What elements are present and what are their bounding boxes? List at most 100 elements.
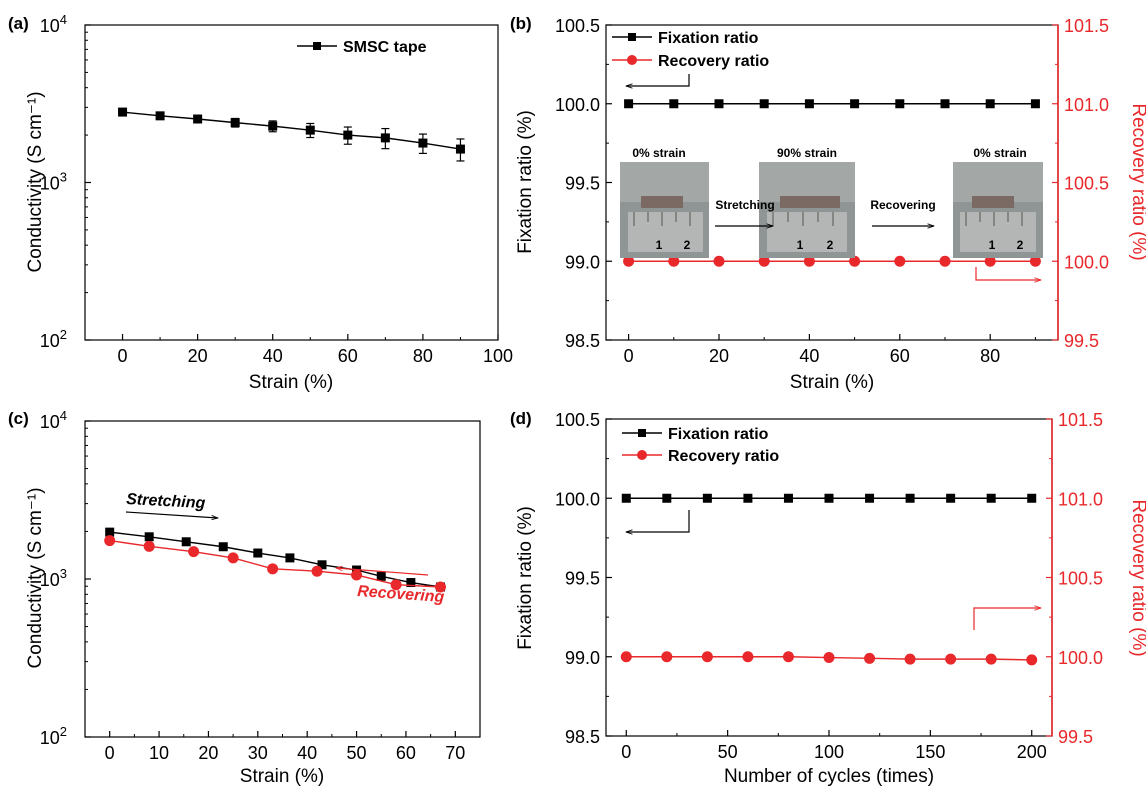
data-point-circle	[620, 651, 632, 663]
x-tick-label: 60	[890, 346, 910, 366]
legend-label-smsc: SMSC tape	[343, 39, 427, 56]
right-axis-pointer-arrow-d	[973, 608, 1041, 630]
x-tick-label: 10	[149, 743, 169, 763]
inset-arrow-label-recovering: Recovering	[870, 198, 935, 212]
data-point-square	[865, 493, 875, 503]
data-point-circle	[143, 540, 155, 552]
data-point-circle	[985, 653, 997, 665]
data-point-square	[1027, 493, 1037, 503]
y2-axis-d: 99.5 100.0 100.5 101.0 101.5	[1046, 410, 1103, 747]
y-tick-label: 99.0	[565, 648, 600, 668]
panel-d: (d) 0 50 100 150 200 98.599.099.5100.0100.5 …	[510, 409, 1146, 787]
data-d	[620, 493, 1038, 666]
photo-90-strain: 1 2	[759, 162, 855, 258]
series-line-0	[109, 531, 441, 588]
data-point-square	[343, 130, 353, 140]
y-tick-label: 104	[40, 12, 67, 36]
data-point-square	[376, 571, 386, 581]
data-point-circle	[267, 563, 279, 575]
x-tick-label: 80	[413, 346, 433, 366]
data-point-square	[193, 114, 203, 124]
legend-b: Fixation ratio Recovery ratio	[612, 30, 769, 70]
plot-frame-a	[84, 24, 499, 341]
data-point-circle	[823, 652, 835, 664]
y2-tick-label: 99.5	[1064, 331, 1099, 351]
y2-tick-label: 101.5	[1064, 16, 1109, 36]
data-point-circle	[104, 535, 116, 547]
data-point-circle	[864, 652, 876, 664]
y-tick-label: 98.5	[565, 727, 600, 747]
x-tick-label: 20	[198, 743, 218, 763]
y2-tick-label: 100.0	[1058, 648, 1103, 668]
y2-axis-title-b: Recovery ratio (%)	[1128, 103, 1146, 260]
data-point-circle	[894, 255, 906, 267]
y-tick-label: 104	[40, 408, 67, 432]
data-point-circle	[227, 552, 239, 564]
x-tick-label: 50	[347, 743, 367, 763]
x-tick-label: 0	[624, 346, 634, 366]
y-tick-label: 98.5	[565, 331, 600, 351]
data-point-square	[946, 493, 956, 503]
data-point-square	[850, 99, 860, 109]
ruler-mark-2: 2	[684, 238, 691, 252]
x-tick-label: 60	[396, 743, 416, 763]
ruler-mark-1: 1	[656, 238, 663, 252]
annotation-stretching: Stretching	[126, 491, 206, 512]
data-point-circle	[984, 255, 996, 267]
ruler-mark-1: 1	[989, 238, 996, 252]
data-point-square	[155, 111, 165, 121]
x-tick-label: 0	[105, 743, 115, 763]
y2-tick-label: 101.0	[1058, 489, 1103, 509]
data-point-circle	[742, 651, 754, 663]
data-point-square	[895, 99, 905, 109]
legend-marker-smsc	[313, 42, 321, 50]
legend-label-fixation-b: Fixation ratio	[658, 30, 759, 47]
data-point-circle	[701, 651, 713, 663]
y2-tick-label: 101.0	[1064, 95, 1109, 115]
x-tick-label: 50	[718, 742, 738, 762]
y-tick-label: 102	[40, 724, 67, 748]
data-point-circle	[623, 255, 635, 267]
data-point-square	[940, 99, 950, 109]
data-point-square	[905, 493, 915, 503]
plot-frame-d	[605, 418, 1053, 737]
x-tick-label: 70	[445, 743, 465, 763]
ruler-mark-1: 1	[797, 238, 804, 252]
data-point-square	[985, 99, 995, 109]
x-tick-label: 100	[483, 346, 513, 366]
y-tick-label: 103	[40, 170, 67, 194]
y-axis-c: 102 103 104	[40, 408, 91, 748]
data-point-square	[455, 144, 465, 154]
data-point-square	[406, 578, 416, 588]
legend-label-recovery-b: Recovery ratio	[658, 53, 769, 70]
data-point-square	[253, 548, 263, 558]
data-point-circle	[668, 255, 680, 267]
data-point-square	[783, 493, 793, 503]
data-point-square	[268, 121, 278, 131]
data-point-circle	[945, 653, 957, 665]
data-point-square	[317, 560, 327, 570]
data-point-square	[105, 527, 115, 537]
legend-a: SMSC tape	[297, 39, 427, 56]
y-tick-label: 100.5	[555, 16, 600, 36]
x-tick-label: 0	[621, 742, 631, 762]
ruler-mark-2: 2	[827, 238, 834, 252]
data-point-circle	[435, 581, 446, 593]
y-axis-a: 102 103 104	[40, 12, 91, 351]
x-tick-label: 100	[814, 742, 844, 762]
y2-tick-label: 99.5	[1058, 727, 1093, 747]
data-b	[623, 99, 1041, 267]
y-tick-label: 99.5	[565, 174, 600, 194]
legend-marker-fixation-b	[628, 33, 636, 41]
data-point-square	[230, 118, 240, 128]
x-axis-b: 0 20 40 60 80	[624, 334, 1036, 366]
data-point-square	[621, 493, 631, 503]
inset-label-90-strain: 90% strain	[777, 146, 837, 160]
x-tick-label: 150	[915, 742, 945, 762]
panel-label-d: (d)	[510, 409, 532, 428]
arrow-recovering	[336, 568, 429, 576]
y-axis-title-a: Conductivity (S cm⁻¹)	[25, 91, 46, 272]
data-point-circle	[758, 255, 770, 267]
data-point-circle	[351, 569, 363, 581]
y2-tick-label: 101.5	[1058, 410, 1103, 430]
